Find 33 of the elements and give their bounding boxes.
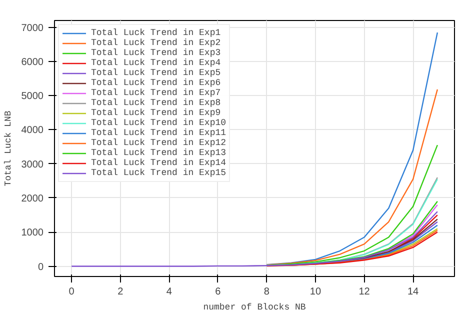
y-tick-label: 7000 — [21, 22, 44, 34]
x-tick-label: 12 — [358, 286, 370, 298]
x-tick-label: 0 — [68, 286, 75, 298]
x-tick-label: 4 — [166, 286, 172, 298]
legend-label: Total Luck Trend in Exp11 — [91, 128, 226, 138]
legend-label: Total Luck Trend in Exp14 — [91, 158, 226, 168]
x-tick-label: 6 — [215, 286, 222, 298]
legend-label: Total Luck Trend in Exp12 — [91, 138, 226, 148]
legend-label: Total Luck Trend in Exp7 — [91, 88, 221, 98]
x-axis-title: number of Blocks NB — [203, 302, 306, 312]
y-tick-label: 4000 — [21, 125, 44, 136]
legend-label: Total Luck Trend in Exp5 — [91, 68, 221, 78]
legend-label: Total Luck Trend in Exp6 — [91, 78, 221, 88]
legend-label: Total Luck Trend in Exp4 — [91, 58, 221, 68]
legend-label: Total Luck Trend in Exp13 — [91, 148, 226, 158]
legend-label: Total Luck Trend in Exp3 — [91, 48, 221, 58]
x-tick-label: 14 — [407, 286, 420, 298]
x-tick-label: 2 — [118, 286, 124, 298]
legend-label: Total Luck Trend in Exp2 — [91, 38, 221, 48]
x-tick-label: 8 — [264, 286, 270, 298]
y-tick-label: 0 — [38, 262, 44, 273]
legend-label: Total Luck Trend in Exp9 — [91, 108, 221, 118]
y-tick-label: 2000 — [21, 193, 44, 204]
legend-label: Total Luck Trend in Exp10 — [91, 118, 226, 128]
y-tick-label: 1000 — [21, 228, 44, 239]
legend-label: Total Luck Trend in Exp15 — [91, 168, 226, 178]
y-axis-title: Total Luck LNB — [3, 110, 14, 186]
legend-label: Total Luck Trend in Exp8 — [91, 98, 221, 108]
x-tick-label: 10 — [310, 286, 322, 298]
y-tick-label: 6000 — [21, 56, 44, 68]
y-tick-label: 5000 — [21, 91, 44, 102]
y-tick-label: 3000 — [21, 159, 44, 170]
legend-label: Total Luck Trend in Exp1 — [91, 28, 221, 38]
